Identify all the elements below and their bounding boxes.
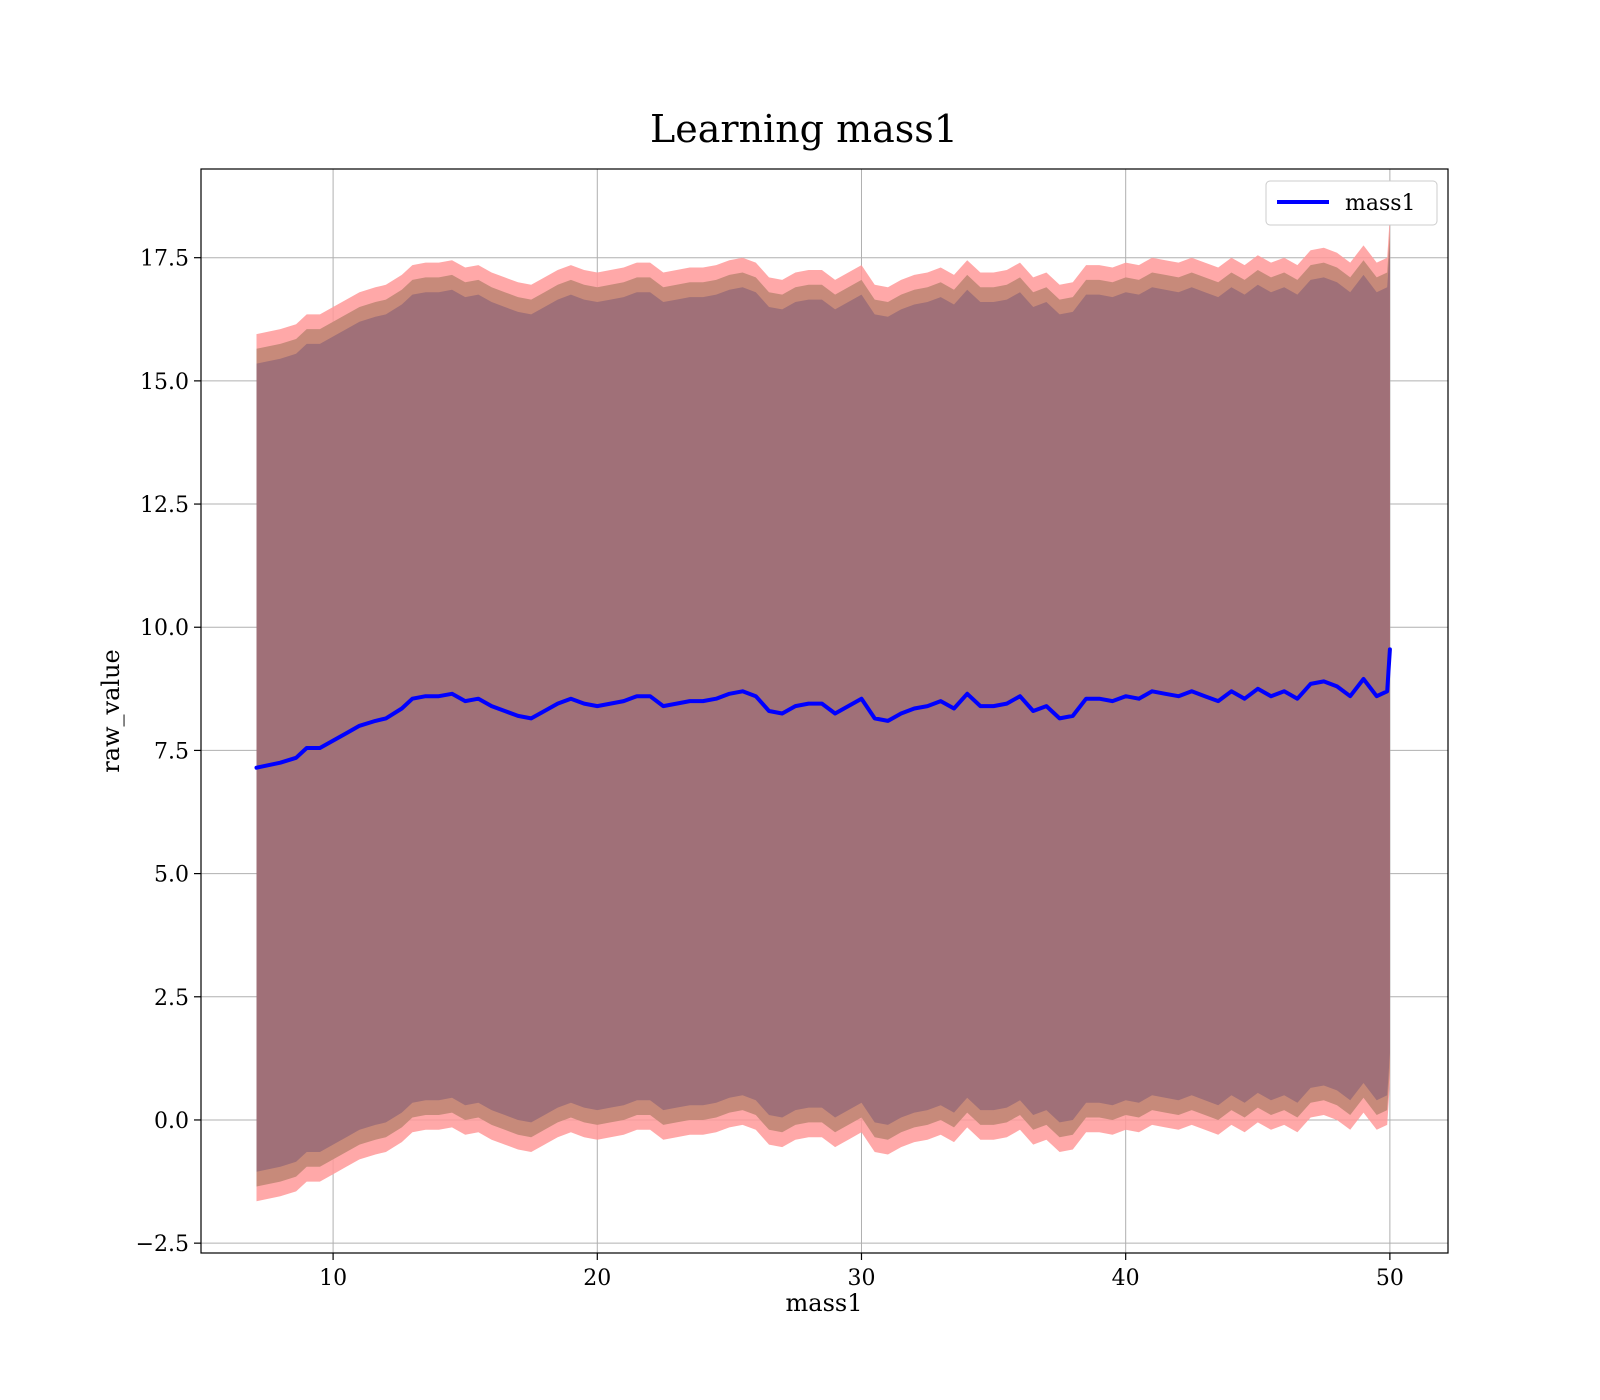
chart-title: Learning mass1 — [650, 107, 958, 151]
y-tick-label-3: 5.0 — [154, 863, 189, 888]
y-tick-label-4: 7.5 — [154, 739, 189, 764]
y-tick-label-1: 0.0 — [154, 1109, 189, 1134]
band-inner-0 — [256, 245, 1390, 1172]
x-tick-label-1: 20 — [583, 1266, 611, 1291]
confidence-bands — [256, 215, 1390, 1202]
y-axis-ticks: −2.5 0.0 2.5 5.0 7.5 10.0 12.5 15.0 17.5 — [136, 247, 201, 1257]
x-tick-label-4: 50 — [1376, 1266, 1404, 1291]
legend-label-mass1: mass1 — [1345, 191, 1416, 216]
y-tick-label-5: 10.0 — [140, 616, 189, 641]
plot-frame — [200, 168, 1449, 1254]
y-tick-label-6: 12.5 — [140, 493, 189, 518]
y-tick-label-7: 15.0 — [140, 370, 189, 395]
y-tick-label-8: 17.5 — [140, 247, 189, 272]
x-tick-label-2: 30 — [847, 1266, 875, 1291]
y-axis-label: raw_value — [97, 649, 125, 773]
x-axis-label: mass1 — [786, 1289, 863, 1317]
y-tick-label-2: 2.5 — [154, 986, 189, 1011]
x-tick-label-0: 10 — [319, 1266, 347, 1291]
legend: mass1 — [1265, 180, 1438, 226]
x-axis-ticks: 10 20 30 40 50 — [319, 1253, 1404, 1291]
y-tick-label-0: −2.5 — [136, 1232, 189, 1257]
series-lines — [254, 647, 1392, 770]
series-line-mass1 — [254, 647, 1392, 770]
legend-box — [1265, 180, 1438, 226]
x-tick-label-3: 40 — [1112, 1266, 1140, 1291]
